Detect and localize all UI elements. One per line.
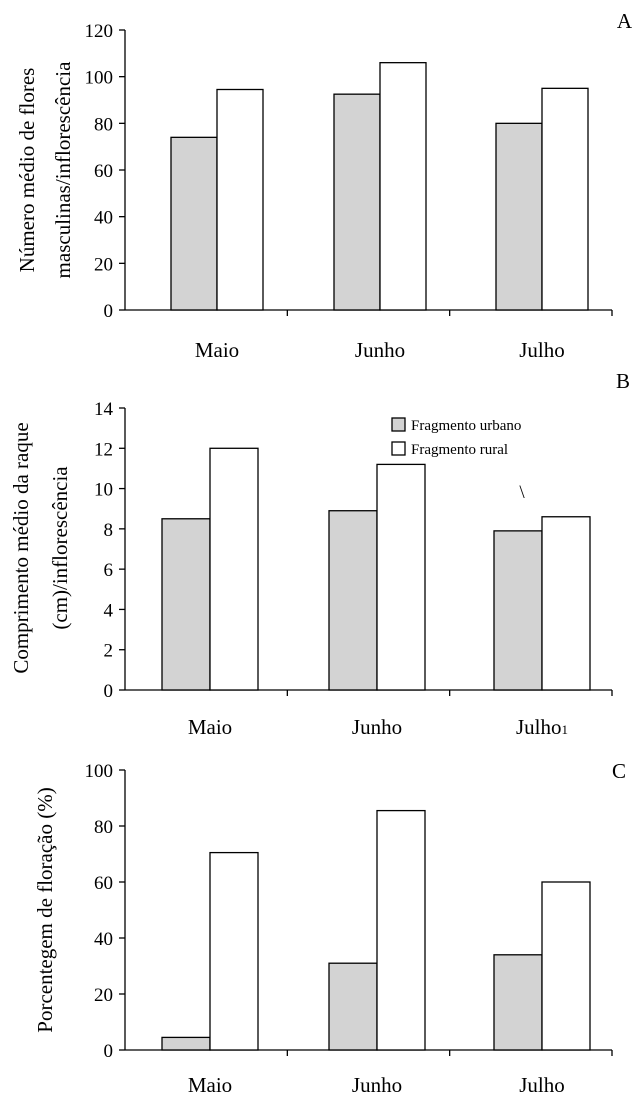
- panel-c-bar-urbano-junho: [328, 962, 378, 1051]
- panel-c-bar-rural-maio: [209, 851, 259, 1051]
- panel-c-bar-rural-julho: [541, 881, 591, 1051]
- panel-c-y-tick-label: 0: [104, 1041, 114, 1062]
- panel-a-y-axis-label: masculinas/inflorescência: [51, 61, 75, 279]
- panel-c-label: C: [612, 759, 626, 783]
- panel-c-bar-rural-junho: [376, 809, 426, 1051]
- panel-a-y-tick-label: 40: [94, 208, 113, 229]
- panel-b-legend-swatch: [391, 417, 406, 432]
- panel-b-category-superscript: 1: [562, 722, 569, 737]
- panel-a-y-tick-label: 20: [94, 254, 113, 275]
- panel-b-legend-swatch: [391, 441, 406, 456]
- panel-c-bar-urbano-maio: [161, 1036, 211, 1051]
- panel-c-category-label: Maio: [188, 1073, 232, 1097]
- panel-a-y-tick-label: 60: [94, 161, 113, 182]
- panel-c-y-tick-label: 20: [94, 985, 113, 1006]
- panel-a-bar-urbano-julho: [495, 122, 543, 311]
- panel-b-y-tick-label: 6: [104, 560, 114, 581]
- panel-b-bar-rural-maio: [209, 447, 259, 691]
- panel-b-y-tick-label: 2: [104, 641, 114, 662]
- panel-a-y-tick-label: 80: [94, 114, 113, 135]
- panel-c-y-tick-label: 100: [85, 761, 114, 782]
- panel-a-y-tick-label: 120: [85, 21, 114, 42]
- panel-b-y-tick-label: 4: [104, 600, 114, 621]
- panel-a-label: A: [617, 9, 633, 33]
- panel-b-bar-urbano-maio: [161, 518, 211, 691]
- panel-b-y-axis-label: Comprimento médio da raque: [9, 422, 33, 673]
- panel-a-y-tick-label: 100: [85, 68, 114, 89]
- panel-a-bar-rural-julho: [541, 87, 589, 311]
- panel-c-bar-urbano-julho: [493, 954, 543, 1051]
- panel-b-category-label: Junho: [352, 715, 402, 739]
- panel-b-annotation: \: [519, 482, 525, 503]
- panel-b-label: B: [616, 369, 630, 393]
- panel-a-bar-urbano-junho: [333, 93, 381, 311]
- panel-b-y-tick-label: 0: [104, 681, 114, 702]
- panel-a-y-tick-label: 0: [104, 301, 114, 322]
- panel-b-y-tick-label: 12: [94, 439, 113, 460]
- panel-a-category-label: Maio: [195, 338, 239, 362]
- panel-b-bar-rural-junho: [376, 463, 426, 691]
- panel-b-category-label: Maio: [188, 715, 232, 739]
- panel-b-bar-urbano-junho: [328, 510, 378, 691]
- panel-a-bar-rural-maio: [216, 88, 264, 311]
- panel-c-category-label: Junho: [352, 1073, 402, 1097]
- panel-b-bar-rural-julho: [541, 516, 591, 691]
- panel-a-y-axis-label: Número médio de flores: [15, 68, 39, 273]
- panel-b-legend-entry: Fragmento urbano: [411, 418, 521, 434]
- panel-b-y-tick-label: 10: [94, 480, 113, 501]
- panel-c-category-label: Julho: [519, 1073, 565, 1097]
- panel-a-category-label: Julho: [519, 338, 565, 362]
- panel-b-y-axis-label: (cm)/inflorescência: [48, 466, 72, 630]
- panel-a-bar-urbano-maio: [170, 136, 218, 311]
- panel-c-y-tick-label: 80: [94, 817, 113, 838]
- panel-b-y-tick-label: 8: [104, 520, 114, 541]
- panel-c-y-tick-label: 60: [94, 873, 113, 894]
- panel-c-y-tick-label: 40: [94, 929, 113, 950]
- panel-a-bar-rural-junho: [379, 62, 427, 311]
- panel-c-y-axis-label: Porcentegem de floração (%): [33, 787, 57, 1032]
- panel-b-legend-entry: Fragmento rural: [411, 442, 508, 458]
- panel-b-y-tick-label: 14: [94, 399, 114, 420]
- panel-b-category-label: Julho1: [516, 715, 568, 739]
- panel-a-category-label: Junho: [355, 338, 405, 362]
- panel-b-bar-urbano-julho: [493, 530, 543, 691]
